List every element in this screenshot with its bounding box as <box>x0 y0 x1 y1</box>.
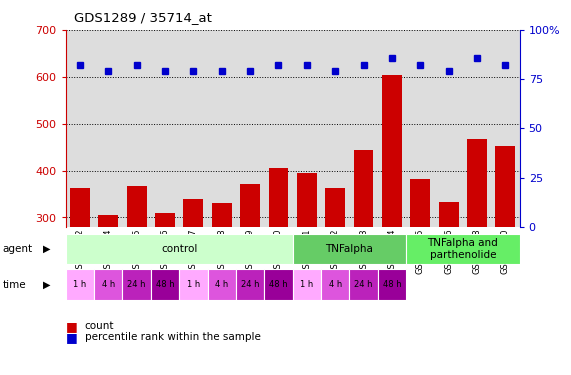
Text: ■: ■ <box>66 320 78 333</box>
Bar <box>151 269 179 300</box>
Text: ▶: ▶ <box>43 244 50 254</box>
Text: 1 h: 1 h <box>73 280 86 289</box>
Text: 48 h: 48 h <box>269 280 288 289</box>
Bar <box>98 215 118 358</box>
Bar <box>406 234 520 264</box>
Bar <box>439 202 459 358</box>
Text: 24 h: 24 h <box>241 280 259 289</box>
Text: count: count <box>85 321 114 331</box>
Bar <box>179 269 207 300</box>
Text: 4 h: 4 h <box>215 280 228 289</box>
Bar <box>240 184 260 358</box>
Bar <box>292 269 321 300</box>
Text: TNFalpha: TNFalpha <box>325 244 373 254</box>
Text: TNFalpha and
parthenolide: TNFalpha and parthenolide <box>428 238 498 260</box>
Text: 1 h: 1 h <box>187 280 200 289</box>
Bar <box>496 146 516 358</box>
Text: GDS1289 / 35714_at: GDS1289 / 35714_at <box>74 11 212 24</box>
Bar <box>207 269 236 300</box>
Bar <box>66 234 292 264</box>
Text: 4 h: 4 h <box>328 280 342 289</box>
Text: percentile rank within the sample: percentile rank within the sample <box>85 333 260 342</box>
Text: control: control <box>161 244 198 254</box>
Bar <box>411 178 430 358</box>
Text: 48 h: 48 h <box>156 280 174 289</box>
Text: 24 h: 24 h <box>355 280 373 289</box>
Text: 1 h: 1 h <box>300 280 313 289</box>
Text: time: time <box>3 280 26 290</box>
Bar <box>264 269 292 300</box>
Bar <box>70 188 90 358</box>
Bar <box>378 269 406 300</box>
Bar <box>155 213 175 358</box>
Text: agent: agent <box>3 244 33 254</box>
Bar <box>297 173 317 358</box>
Bar <box>268 168 288 358</box>
Bar <box>467 139 487 358</box>
Bar <box>349 269 378 300</box>
Bar <box>94 269 122 300</box>
Bar <box>122 269 151 300</box>
Text: ■: ■ <box>66 331 78 344</box>
Bar <box>325 188 345 358</box>
Bar <box>212 203 232 358</box>
Text: 4 h: 4 h <box>102 280 115 289</box>
Text: 24 h: 24 h <box>127 280 146 289</box>
Bar <box>353 150 373 358</box>
Bar <box>183 199 203 358</box>
Bar <box>321 269 349 300</box>
Text: 48 h: 48 h <box>383 280 401 289</box>
Bar <box>127 186 147 358</box>
Bar <box>236 269 264 300</box>
Bar <box>292 234 406 264</box>
Bar <box>382 75 402 358</box>
Bar <box>66 269 94 300</box>
Text: ▶: ▶ <box>43 280 50 290</box>
